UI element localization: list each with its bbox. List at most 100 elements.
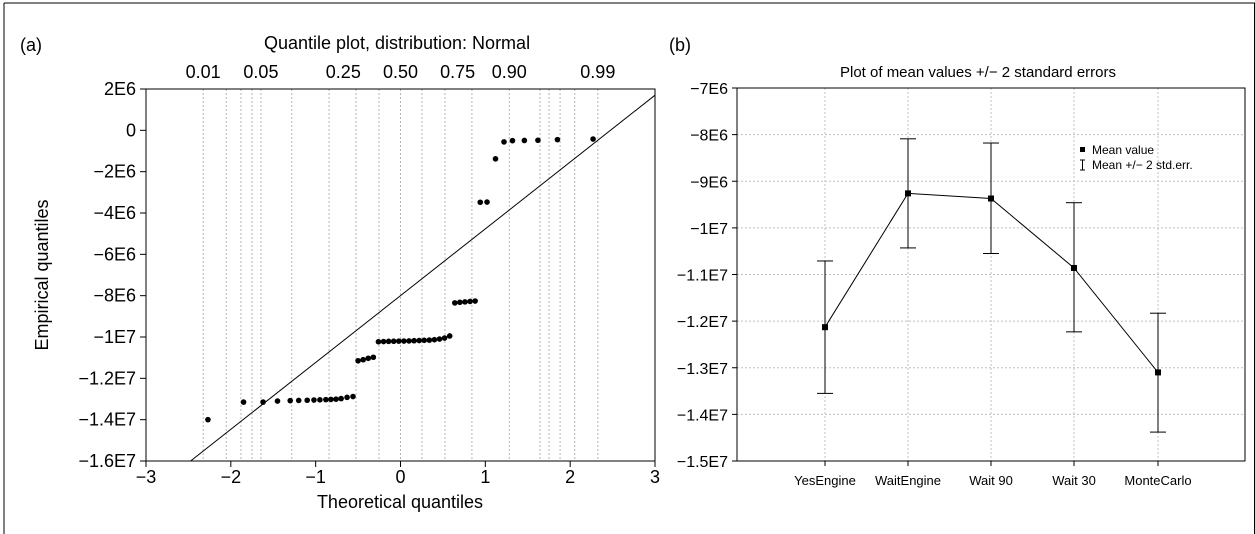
quantile-point [535, 137, 541, 144]
y-axis: 2E6 0 −2E6 −4E6 −6E6 −8E6 −1E7 −1.2E7 −1.4E7 −1.6… [78, 79, 146, 471]
x-tick-label: 2 [565, 467, 575, 487]
quantile-point [421, 337, 428, 344]
y-tick-label: −1.2E7 [677, 314, 728, 331]
legend-mean-label: Mean value [1092, 143, 1154, 157]
y-tick-label: −1.6E7 [78, 451, 136, 471]
quantile-point [441, 335, 448, 341]
quantile-point [472, 298, 478, 304]
y-tick-label: −1E7 [690, 221, 728, 238]
quantile-point [295, 397, 302, 404]
x-tick-label: −2 [221, 467, 242, 487]
category-label: Wait 90 [969, 473, 1013, 488]
y-tick-label: −1.3E7 [677, 361, 728, 378]
quantile-point [274, 398, 281, 404]
quantile-point [304, 397, 310, 404]
category-label: YesEngine [794, 473, 856, 488]
quantile-point [401, 338, 407, 344]
y-tick-label: −1E7 [93, 327, 136, 347]
y-tick-label: −1.4E7 [78, 410, 136, 430]
legend-errorbar-label: Mean +/− 2 std.err. [1092, 158, 1193, 172]
quantile-plot-panel: (a) Quantile plot, distribution: Normal … [20, 33, 660, 512]
quantile-point [484, 199, 490, 205]
y-tick-label: −1.4E7 [677, 407, 728, 424]
quantile-point [260, 399, 266, 405]
mean-marker [988, 195, 994, 202]
y-tick-label: −1.5E7 [677, 454, 728, 471]
quantile-point [205, 416, 211, 423]
quantile-point [462, 299, 468, 305]
mean-plot-y-axis: −7E6 −8E6 −9E6 −1E7 −1.1E7 −1.2E7 −1.3E7 −1.4E7… [677, 81, 737, 471]
quantile-point [287, 397, 294, 404]
quantile-point [360, 356, 366, 363]
category-label: MonteCarlo [1124, 473, 1191, 488]
x-tick-label: 0 [395, 467, 405, 487]
reference-line [190, 94, 656, 462]
quantile-point [406, 338, 412, 344]
y-tick-label: −1.2E7 [78, 368, 136, 388]
quantile-point [467, 298, 473, 305]
mean-plot-x-axis: YesEngine WaitEngine Wait 90 Wait 30 MonteCa… [794, 461, 1192, 488]
x-axis-label: Theoretical quantiles [317, 492, 483, 512]
quantile-point [509, 137, 516, 144]
legend-mean-marker [1080, 147, 1085, 152]
quantile-point [355, 357, 361, 364]
top-probability-label: 0.01 [186, 62, 221, 82]
quantile-point [317, 397, 323, 403]
mean-marker [1071, 264, 1077, 271]
quantile-point [311, 397, 317, 403]
mean-plot-panel: (b) Plot of mean values +/− 2 standard e… [669, 35, 1246, 488]
category-label: WaitEngine [875, 473, 941, 488]
panel-a-label: (a) [20, 35, 42, 55]
quantile-point [521, 137, 528, 144]
x-tick-label: −3 [136, 467, 157, 487]
y-tick-label: 2E6 [104, 79, 136, 99]
y-tick-label: −6E6 [93, 244, 136, 264]
quantile-point [446, 333, 453, 339]
quantile-point [431, 336, 438, 343]
y-tick-label: −2E6 [93, 162, 136, 182]
quantile-point [380, 338, 387, 345]
quantile-point [426, 337, 433, 343]
quantile-point [323, 396, 329, 403]
mean-markers [822, 190, 1161, 376]
y-tick-label: 0 [126, 120, 136, 140]
y-tick-label: −9E6 [690, 174, 728, 191]
quantile-point [416, 337, 422, 344]
mean-plot-title: Plot of mean values +/− 2 standard error… [840, 64, 1116, 81]
legend: Mean value Mean +/− 2 std.err. [1080, 143, 1193, 172]
y-tick-label: −4E6 [93, 203, 136, 223]
x-tick-label: −1 [305, 467, 326, 487]
top-probability-axis: 0.01 0.05 0.25 0.50 0.75 0.90 0.99 [186, 62, 616, 82]
quantile-point [385, 338, 392, 345]
quantile-point [390, 338, 397, 345]
quantile-point [344, 394, 350, 401]
quantile-point [436, 336, 443, 342]
quantile-point [328, 396, 334, 403]
y-tick-label: −8E6 [690, 128, 728, 145]
quantile-point [375, 338, 382, 345]
top-probability-label: 0.50 [383, 62, 418, 82]
quantile-point [451, 300, 458, 306]
quantile-point [477, 199, 484, 206]
top-probability-label: 0.05 [243, 62, 278, 82]
quantile-point [333, 396, 339, 403]
quantile-point [457, 299, 463, 306]
y-tick-label: −8E6 [93, 286, 136, 306]
quantile-point [365, 355, 372, 362]
quantile-point [492, 156, 499, 162]
mean-marker [1155, 369, 1161, 376]
x-axis: −3 −2 −1 0 1 2 3 [136, 461, 660, 487]
reference-line-group [190, 94, 656, 462]
quantile-gridlines [202, 89, 599, 461]
top-probability-label: 0.99 [580, 62, 615, 82]
y-axis-label: Empirical quantiles [32, 199, 52, 350]
quantile-point [554, 136, 561, 143]
quantile-point [240, 399, 247, 405]
x-tick-label: 3 [650, 467, 660, 487]
y-tick-label: −7E6 [690, 81, 728, 98]
quantile-point [370, 354, 377, 361]
top-probability-label: 0.25 [326, 62, 361, 82]
top-probability-label: 0.90 [492, 62, 527, 82]
category-label: Wait 30 [1052, 473, 1096, 488]
